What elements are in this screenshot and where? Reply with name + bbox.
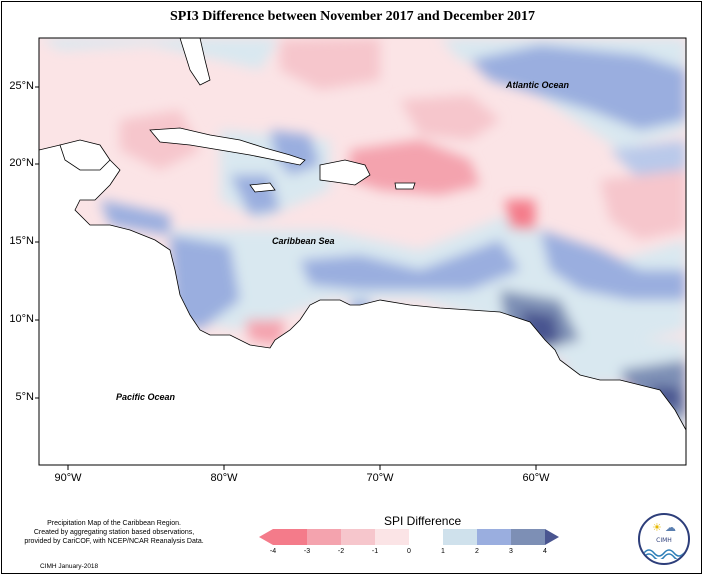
positive-area [470,45,686,130]
credit-text: Precipitation Map of the Caribbean Regio… [14,519,214,546]
credit-line-1: Precipitation Map of the Caribbean Regio… [47,520,181,527]
negative-area [600,170,686,240]
negative-area [400,95,500,140]
legend-tick: 2 [475,548,479,555]
lat-label-5: 5°N [15,391,34,403]
legend-tick: -1 [371,548,379,555]
atlantic-ocean-label: Atlantic Ocean [506,80,570,90]
hispaniola [319,159,371,186]
credit-line-2: Created by aggregating station based obs… [33,529,195,536]
legend-tick: 4 [543,548,547,555]
positive-area [170,235,240,330]
credit-date: CIMH January-2018 [40,563,99,570]
puerto-rico [394,182,416,190]
legend-tick: -2 [337,548,345,555]
cimh-logo: ☀ ☁ CIMH [638,513,690,565]
negative-area [505,200,535,230]
sun-icon: ☀ [652,522,662,534]
caribbean-sea-label: Caribbean Sea [272,236,335,246]
lon-label-60: 60°W [522,472,550,484]
lat-label-10: 10°N [9,313,34,325]
positive-area [610,140,686,180]
positive-area [270,130,320,175]
logo-text: CIMH [656,537,672,544]
negative-area [245,320,285,345]
florida [179,38,211,86]
positive-area [540,230,686,300]
map-title: SPI3 Difference between November 2017 an… [169,9,536,24]
legend-tick: 3 [509,548,513,555]
central-america [39,144,686,465]
legend-colorbar [259,529,559,545]
axis-ticks [35,86,537,470]
negative-area [280,38,380,90]
lat-label-15: 15°N [9,235,34,247]
lon-label-70: 70°W [366,472,394,484]
lat-label-20: 20°N [9,157,34,169]
map-border [38,37,687,466]
land-masses [39,38,686,465]
lon-label-80: 80°W [210,472,238,484]
legend-tick: -4 [269,548,277,555]
positive-area [300,240,520,290]
legend-tick: -3 [303,548,311,555]
jamaica [249,182,276,193]
near-zero-area [39,38,280,70]
wave-icon [644,549,684,559]
yucatan [59,139,111,171]
legend-arrow-right [545,529,559,545]
lon-label-90: 90°W [54,472,82,484]
legend-arrow-left [259,529,273,545]
legend-tick: 1 [441,548,445,555]
cloud-icon: ☁ [665,522,676,534]
credit-line-3: provided by CariCOF, with NCEP/NCAR Rean… [24,538,204,545]
legend-title: SPI Difference [384,514,462,528]
lat-label-25: 25°N [9,80,34,92]
pacific-ocean-label: Pacific Ocean [116,392,176,402]
cuba [149,127,306,166]
legend-tick: 0 [407,548,411,555]
negative-area [350,140,480,195]
positive-area [100,200,170,235]
